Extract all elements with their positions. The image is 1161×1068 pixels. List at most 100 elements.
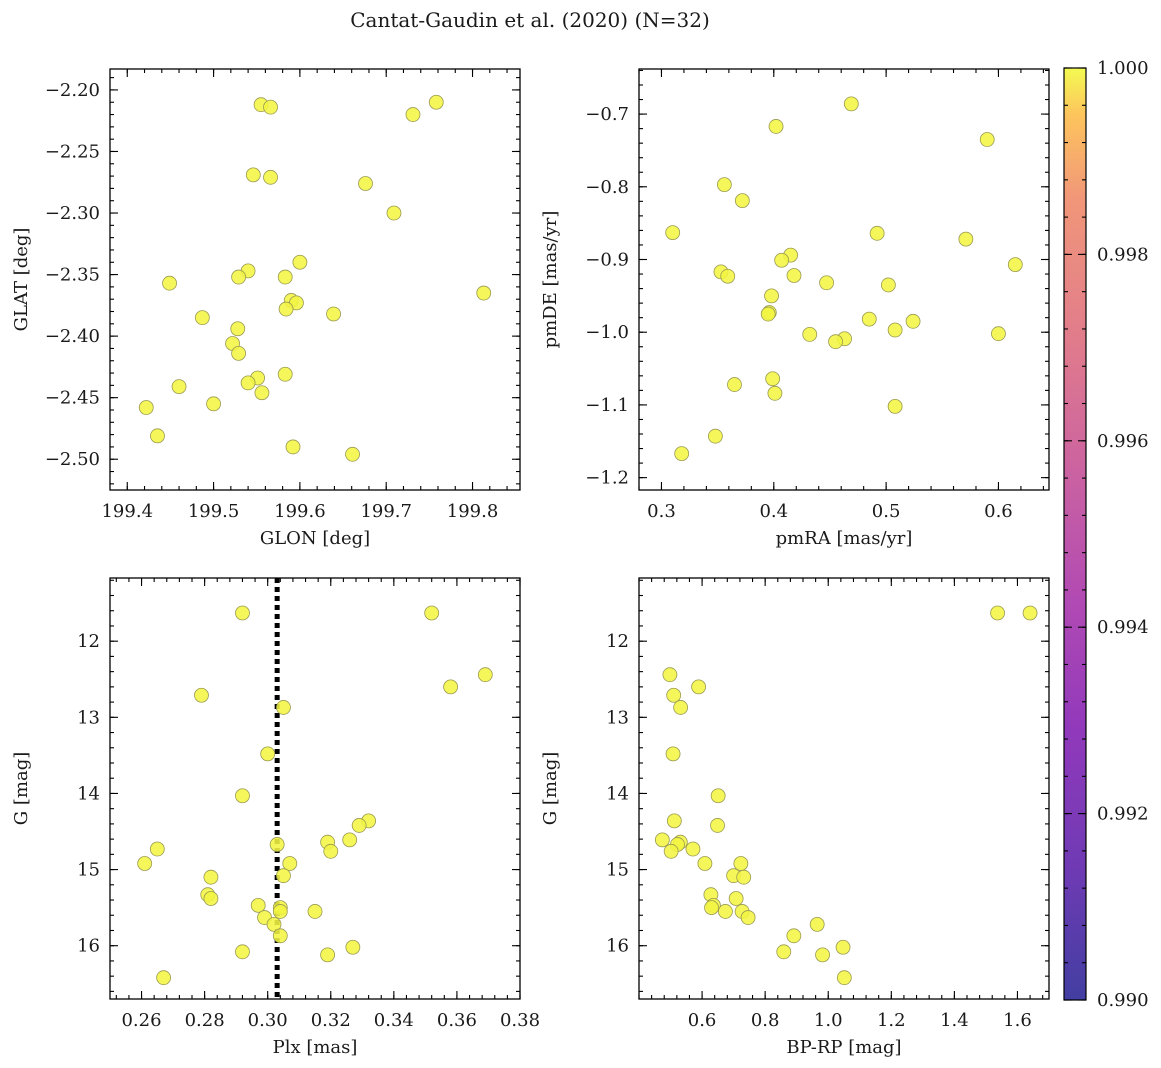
x-tick-label: 1.4 xyxy=(940,1010,969,1031)
data-point xyxy=(734,193,750,209)
data-point xyxy=(171,379,187,394)
data-point xyxy=(260,746,276,762)
y-tick-label: −2.45 xyxy=(45,388,100,409)
data-point xyxy=(231,269,247,285)
y-tick-label: 16 xyxy=(606,936,629,957)
data-point xyxy=(282,856,298,871)
data-point xyxy=(663,843,679,859)
panel-bprp-g: 0.6 0.8 1.0 1.2 1.4 1.6 12 13 14 15 16 BP-RP [mag] G… xyxy=(540,577,1050,1058)
x-tick-label: 0.5 xyxy=(872,501,901,522)
x-tick-label: 0.38 xyxy=(500,1010,540,1031)
data-point xyxy=(774,252,790,268)
data-point xyxy=(835,939,851,955)
data-point xyxy=(685,841,701,857)
y-tick-label: 15 xyxy=(77,860,100,881)
colorbar-ticks: 1.000 0.998 0.996 0.994 0.992 0.990 xyxy=(1064,58,1149,1011)
data-point xyxy=(768,119,784,134)
y-axis-label: pmDE [mas/yr] xyxy=(540,211,561,349)
data-point xyxy=(476,285,492,301)
x-tick-label: 0.36 xyxy=(437,1010,477,1031)
data-point xyxy=(254,385,270,401)
data-point xyxy=(323,843,339,859)
data-point xyxy=(905,313,921,329)
data-point xyxy=(230,321,246,337)
x-tick-label: 199.7 xyxy=(360,501,412,522)
x-axis-label: GLON [deg] xyxy=(260,528,370,549)
data-point xyxy=(697,856,713,871)
x-tick-label: 0.26 xyxy=(121,1010,161,1031)
data-point xyxy=(292,254,308,270)
data-point xyxy=(1022,605,1038,621)
data-point xyxy=(194,687,209,703)
data-point xyxy=(235,788,250,804)
colorbar-tick-label: 0.994 xyxy=(1097,617,1149,638)
axes-frame xyxy=(638,68,1050,491)
data-point xyxy=(760,306,776,322)
figure-title: Cantat-Gaudin et al. (2020) (N=32) xyxy=(350,8,710,32)
data-point xyxy=(720,268,736,284)
x-tick-label: 1.6 xyxy=(1003,1010,1032,1031)
data-point xyxy=(836,970,852,986)
data-point xyxy=(654,832,670,848)
colorbar-tick-label: 1.000 xyxy=(1097,58,1149,79)
data-point xyxy=(150,428,165,444)
data-point xyxy=(277,366,293,382)
colorbar: 1.000 0.998 0.996 0.994 0.992 0.990 xyxy=(1063,58,1149,1011)
scatter-panels: 199.4 199.5 199.6 199.7 199.8 −2.20 −2.25 −2.30… xyxy=(11,68,1050,1058)
data-point xyxy=(809,916,825,932)
data-point xyxy=(240,375,256,391)
data-point xyxy=(728,891,744,906)
data-point xyxy=(263,99,278,115)
data-point xyxy=(665,225,681,241)
data-point xyxy=(666,687,682,703)
data-point xyxy=(673,700,689,715)
data-point xyxy=(979,132,995,147)
data-point xyxy=(861,311,877,327)
data-point xyxy=(285,439,301,455)
data-point xyxy=(272,904,288,919)
x-tick-label: 1.0 xyxy=(814,1010,843,1031)
data-point xyxy=(206,396,221,412)
data-point xyxy=(1007,257,1023,272)
y-tick-label: 12 xyxy=(77,631,100,652)
data-point xyxy=(203,869,219,885)
data-point xyxy=(991,326,1006,342)
data-point xyxy=(765,371,781,387)
data-point xyxy=(235,944,250,960)
data-point xyxy=(351,818,367,833)
data-point xyxy=(691,679,707,695)
data-point xyxy=(278,301,294,317)
axes-frame xyxy=(109,68,521,491)
data-point xyxy=(736,869,752,885)
y-axis-label: GLAT [deg] xyxy=(11,228,32,332)
x-tick-label: 0.3 xyxy=(647,501,676,522)
data-point xyxy=(704,900,719,916)
data-point xyxy=(245,167,261,183)
data-point xyxy=(266,916,282,932)
data-point xyxy=(710,818,725,833)
data-point xyxy=(342,832,358,848)
x-tick-label: 0.4 xyxy=(759,501,788,522)
data-point xyxy=(767,385,783,401)
x-tick-label: 0.32 xyxy=(311,1010,351,1031)
y-tick-label: −1.0 xyxy=(585,322,629,343)
data-point xyxy=(269,837,285,852)
y-tick-label: −0.7 xyxy=(585,104,629,125)
x-tick-label: 199.6 xyxy=(274,501,326,522)
data-point xyxy=(320,947,336,963)
x-axis-label: pmRA [mas/yr] xyxy=(776,528,913,549)
data-point xyxy=(828,334,843,350)
data-point xyxy=(276,700,291,715)
x-tick-label: 199.5 xyxy=(188,501,240,522)
y-tick-label: 14 xyxy=(77,783,100,804)
data-point xyxy=(740,910,756,925)
data-point xyxy=(764,288,779,304)
data-point xyxy=(386,205,402,221)
data-point xyxy=(786,268,802,283)
x-tick-label: 199.8 xyxy=(447,501,499,522)
panel-plx-g: 0.26 0.28 0.30 0.32 0.34 0.36 0.38 12 13 14 15 16 Pl… xyxy=(11,577,540,1058)
colorbar-gradient xyxy=(1064,68,1086,1000)
y-axis-label: G [mag] xyxy=(540,752,561,825)
data-point xyxy=(231,345,247,361)
x-tick-label: 0.30 xyxy=(248,1010,288,1031)
